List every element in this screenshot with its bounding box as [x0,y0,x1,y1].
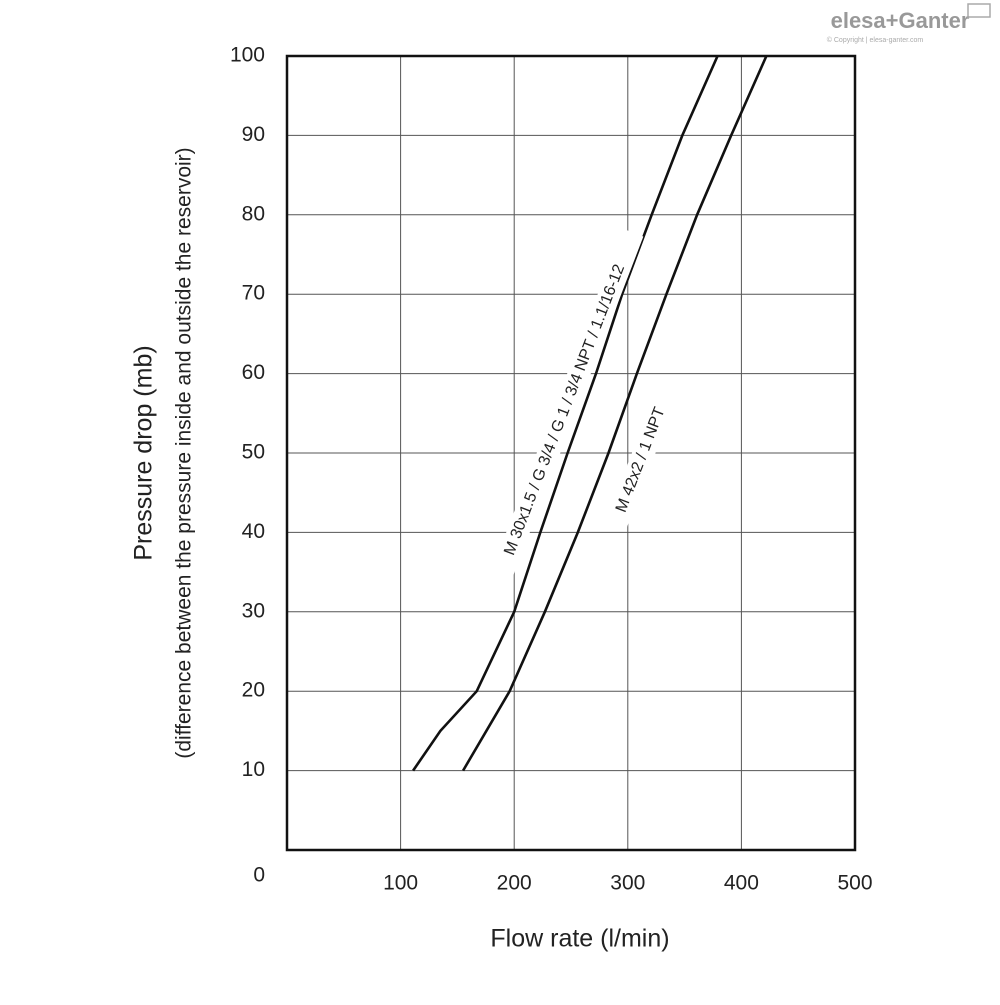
y-tick-label: 10 [242,758,265,781]
x-axis-title: Flow rate (l/min) [490,925,669,953]
x-tick-label: 100 [383,872,418,895]
y-tick-label: 30 [242,599,265,622]
x-tick-label: 300 [610,872,645,895]
y-axis-note: (difference between the pressure inside … [173,147,196,758]
y-tick-label: 100 [230,44,265,67]
curve-label: M 30x1.5 / G 3/4 / G 1 / 3/4 NPT / 1.1/1… [486,228,644,592]
x-tick-label: 500 [837,872,872,895]
brand-logo: elesa+Ganter [831,8,970,33]
label-bg [486,228,644,592]
plot-frame [285,54,857,852]
y-tick-label: 0 [253,864,265,887]
brand-note: © Copyright | elesa-ganter.com [827,36,924,44]
brand-icon [967,3,991,18]
y-tick-label: 60 [242,361,265,384]
y-tick-label: 90 [242,123,265,146]
curve-label: M 42x2 / 1 NPT [605,390,677,530]
line-series [412,55,719,772]
y-tick-label: 70 [242,282,265,305]
y-tick-label: 50 [242,441,265,464]
label-bg [605,390,677,530]
y-tick-label: 20 [242,679,265,702]
y-tick-label: 40 [242,520,265,543]
y-tick-label: 80 [242,202,265,225]
y-axis-title: Pressure drop (mb) [130,345,158,560]
x-tick-label: 200 [497,872,532,895]
curve-label-text: M 42x2 / 1 NPT [613,405,669,515]
x-tick-label: 400 [724,872,759,895]
line-series [461,55,768,772]
